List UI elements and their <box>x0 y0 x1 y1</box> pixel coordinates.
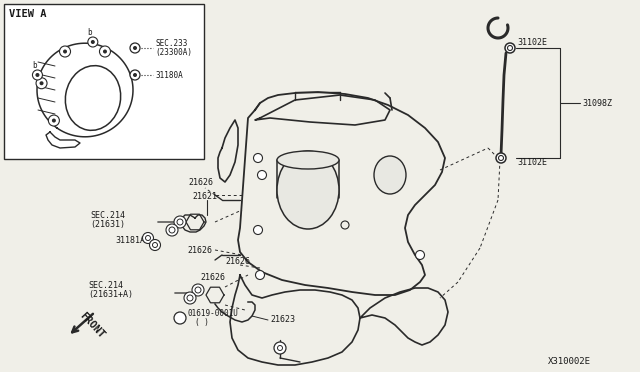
Text: (21631+A): (21631+A) <box>88 291 133 299</box>
Text: FRONT: FRONT <box>78 310 107 340</box>
Circle shape <box>143 232 154 244</box>
Text: 21626: 21626 <box>187 246 212 254</box>
Text: b: b <box>88 29 92 38</box>
Ellipse shape <box>65 65 121 130</box>
Circle shape <box>63 49 67 54</box>
Text: SEC.214: SEC.214 <box>90 211 125 219</box>
Circle shape <box>52 119 56 122</box>
Bar <box>4 4 204 159</box>
Circle shape <box>255 270 264 279</box>
Circle shape <box>103 49 107 54</box>
Text: 21626: 21626 <box>188 177 213 186</box>
Circle shape <box>36 78 47 89</box>
Circle shape <box>91 40 95 44</box>
Text: SEC.233: SEC.233 <box>155 38 188 48</box>
Circle shape <box>49 115 60 126</box>
Circle shape <box>33 70 42 80</box>
Text: 31181A: 31181A <box>115 235 145 244</box>
Text: 31180A: 31180A <box>155 71 183 80</box>
Text: ( ): ( ) <box>195 318 209 327</box>
Circle shape <box>130 43 140 53</box>
Circle shape <box>192 284 204 296</box>
Ellipse shape <box>277 151 339 169</box>
Circle shape <box>257 170 266 180</box>
Circle shape <box>88 37 98 47</box>
Circle shape <box>99 46 111 57</box>
Circle shape <box>150 240 161 250</box>
Circle shape <box>166 224 178 236</box>
Circle shape <box>496 153 506 163</box>
Text: 31102E: 31102E <box>517 157 547 167</box>
Text: 21621: 21621 <box>192 192 217 201</box>
Text: 01619-0001U: 01619-0001U <box>188 310 239 318</box>
Circle shape <box>35 73 40 77</box>
Circle shape <box>274 342 286 354</box>
Circle shape <box>184 292 196 304</box>
Text: X310002E: X310002E <box>548 357 591 366</box>
Circle shape <box>60 46 70 57</box>
Circle shape <box>253 154 262 163</box>
Circle shape <box>174 312 186 324</box>
Text: SEC.214: SEC.214 <box>88 282 123 291</box>
Circle shape <box>174 216 186 228</box>
Text: (21631): (21631) <box>90 219 125 228</box>
Ellipse shape <box>374 156 406 194</box>
Text: 31102E: 31102E <box>517 38 547 46</box>
Circle shape <box>130 70 140 80</box>
Ellipse shape <box>277 151 339 229</box>
Circle shape <box>415 250 424 260</box>
Text: (23300A): (23300A) <box>155 48 192 57</box>
Circle shape <box>253 225 262 234</box>
Text: 31098Z: 31098Z <box>582 99 612 108</box>
Circle shape <box>133 46 137 50</box>
Text: 21626: 21626 <box>225 257 250 266</box>
Text: VIEW A: VIEW A <box>9 9 47 19</box>
Text: B: B <box>175 315 179 321</box>
Text: 21623: 21623 <box>270 315 295 324</box>
Text: b: b <box>32 61 36 70</box>
Text: 21626: 21626 <box>200 273 225 282</box>
Circle shape <box>133 73 137 77</box>
Circle shape <box>40 81 44 85</box>
Circle shape <box>505 43 515 53</box>
